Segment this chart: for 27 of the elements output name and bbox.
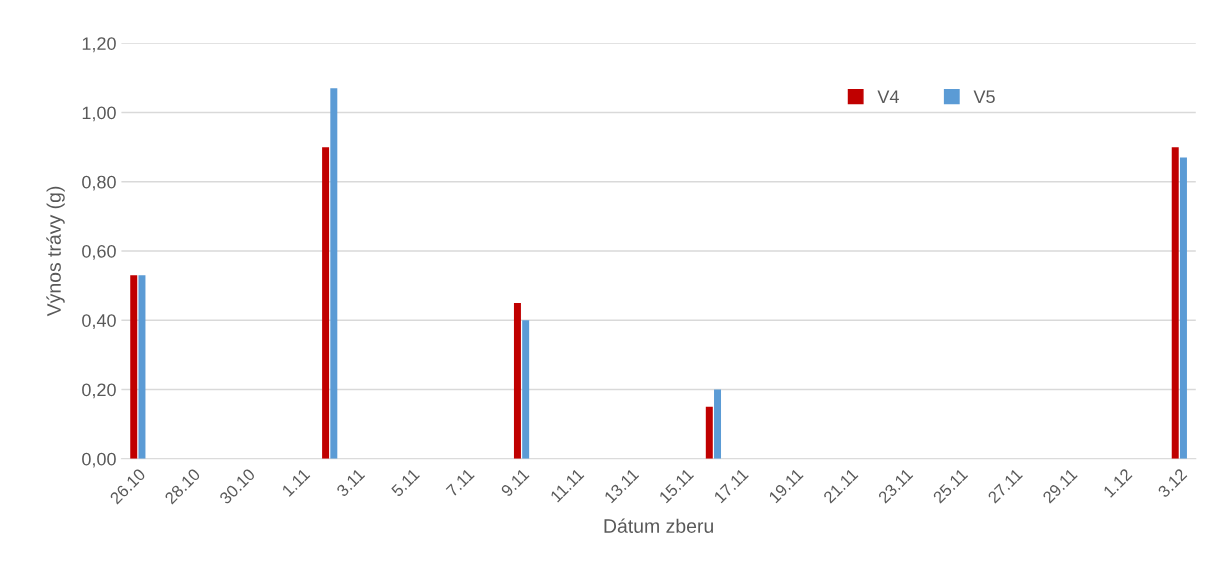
y-tick-label: 0,60 <box>82 244 116 260</box>
bar <box>522 320 530 459</box>
bar <box>513 302 521 459</box>
legend-label: V4 <box>877 90 899 103</box>
y-tick-label: 0,00 <box>82 452 116 468</box>
bar <box>1171 147 1179 459</box>
y-tick-label: 1,00 <box>82 106 116 122</box>
y-tick-label: 0,40 <box>82 314 116 330</box>
legend-label: V5 <box>973 90 995 104</box>
x-tick-label: 5.11 <box>390 468 421 498</box>
y-tick-label: 0,80 <box>82 175 116 191</box>
bar <box>705 406 713 459</box>
bar <box>714 389 722 459</box>
x-tick-label: 3.12 <box>1157 467 1188 499</box>
y-tick-label: 1,20 <box>82 37 116 53</box>
bar <box>138 275 146 459</box>
bar <box>322 147 330 459</box>
bar <box>130 275 138 459</box>
y-tick-label: 0,20 <box>82 383 116 399</box>
bar <box>1179 157 1187 459</box>
bar <box>330 88 338 459</box>
x-tick-label: 3.11 <box>335 467 366 498</box>
x-tick-label: 7.11 <box>445 468 475 498</box>
y-axis-title: Výnos trávy (g) <box>46 186 65 317</box>
x-axis-title: Dátum zberu <box>604 518 713 533</box>
x-tick-label: 1.11 <box>281 468 311 497</box>
x-tick-label: 9.11 <box>500 467 530 498</box>
